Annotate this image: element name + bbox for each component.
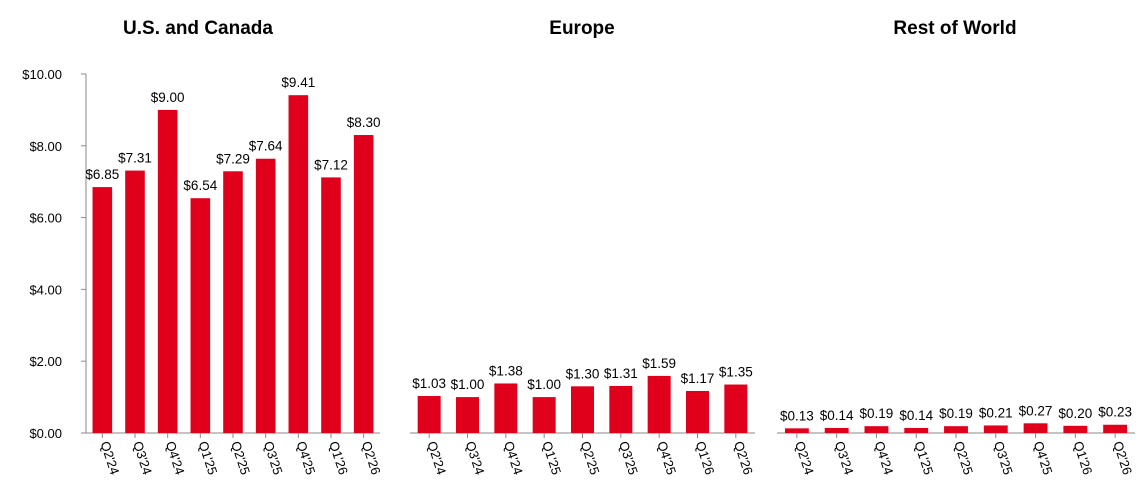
data-label: $8.30: [347, 115, 381, 130]
rest-of-world-bar-q2-24: [784, 428, 809, 433]
x-tick-label: Q3'24: [130, 439, 155, 476]
data-label: $0.27: [1019, 403, 1053, 418]
x-tick-label: Q2'26: [359, 439, 384, 476]
u-s-and-canada-bar-q4-25: [288, 95, 309, 433]
data-label: $1.59: [642, 356, 676, 371]
rest-of-world-bar-q3-24: [824, 427, 849, 433]
data-label: $1.38: [489, 363, 523, 378]
rest-of-world-bar-q4-25: [1023, 423, 1048, 433]
data-label: $6.54: [183, 178, 217, 193]
x-tick-label: Q2'26: [731, 439, 756, 476]
data-label: $0.20: [1058, 406, 1092, 421]
panel-title-rest-of-world: Rest of World: [893, 18, 1017, 39]
y-tick-label: $0.00: [29, 426, 62, 441]
data-label: $0.19: [939, 406, 973, 421]
u-s-and-canada-bar-q3-25: [255, 158, 276, 433]
u-s-and-canada-bar-q1-25: [190, 198, 211, 433]
x-tick-label: Q1'26: [1070, 439, 1095, 476]
data-label: $1.00: [527, 377, 561, 392]
y-tick-label: $4.00: [29, 282, 62, 297]
data-label: $7.12: [314, 157, 348, 172]
u-s-and-canada-bar-q2-24: [92, 187, 113, 433]
rest-of-world-bar-q1-26: [1063, 425, 1088, 433]
u-s-and-canada-bar-q2-26: [353, 135, 374, 433]
x-tick-label: Q3'25: [991, 439, 1016, 476]
rest-of-world-bar-q4-24: [864, 426, 889, 433]
x-tick-label: Q2'25: [578, 439, 603, 476]
u-s-and-canada-bar-q1-26: [321, 177, 341, 433]
x-tick-label: Q1'25: [195, 439, 220, 476]
y-tick-label: $2.00: [29, 354, 62, 369]
y-tick-label: $8.00: [29, 139, 62, 154]
y-tick-label: $10.00: [22, 67, 62, 82]
data-label: $1.35: [719, 365, 753, 380]
europe-bar-q2-26: [724, 384, 748, 433]
x-tick-label: Q2'24: [792, 439, 817, 476]
data-label: $0.14: [820, 408, 854, 423]
x-tick-label: Q3'24: [832, 439, 857, 476]
data-label: $7.64: [249, 139, 283, 154]
x-tick-label: Q2'26: [1110, 439, 1135, 476]
data-label: $0.23: [1098, 405, 1132, 420]
europe-bar-q4-24: [494, 383, 518, 433]
x-tick-label: Q4'24: [163, 439, 188, 476]
x-tick-label: Q4'25: [1031, 439, 1056, 476]
x-tick-label: Q2'24: [97, 439, 122, 476]
data-label: $1.17: [681, 371, 715, 386]
data-label: $0.13: [780, 408, 814, 423]
europe-bar-q2-25: [571, 386, 594, 433]
data-label: $7.29: [216, 151, 250, 166]
panel-title-europe: Europe: [549, 18, 615, 39]
europe-bar-q3-24: [456, 397, 479, 433]
data-label: $9.41: [281, 75, 315, 90]
x-tick-label: Q3'24: [463, 439, 488, 476]
europe-bar-q3-25: [609, 385, 633, 433]
data-label: $0.19: [860, 406, 894, 421]
panel-title-us-canada: U.S. and Canada: [123, 18, 273, 39]
data-label: $0.21: [979, 405, 1013, 420]
rest-of-world-bar-q3-25: [983, 425, 1008, 433]
u-s-and-canada-bar-q4-24: [157, 109, 178, 434]
x-tick-label: Q4'25: [293, 439, 318, 476]
data-label: $1.30: [566, 366, 600, 381]
data-label: $6.85: [85, 167, 119, 182]
data-label: $9.00: [151, 90, 185, 105]
x-tick-label: Q1'25: [911, 439, 936, 476]
x-tick-label: Q2'25: [228, 439, 253, 476]
x-tick-label: Q4'24: [501, 439, 526, 476]
data-label: $1.03: [412, 376, 446, 391]
europe-bar-q4-25: [647, 375, 671, 433]
u-s-and-canada-bar-q3-24: [125, 170, 145, 434]
u-s-and-canada-bar-q2-25: [223, 171, 243, 433]
europe-bar-q1-25: [532, 397, 556, 433]
x-tick-label: Q3'25: [616, 439, 641, 476]
rest-of-world-bar-q1-25: [904, 427, 929, 433]
x-tick-label: Q4'24: [872, 439, 897, 476]
x-tick-label: Q4'25: [654, 439, 679, 476]
rest-of-world-bar-q2-26: [1103, 424, 1128, 433]
data-label: $0.14: [899, 408, 933, 423]
y-tick-label: $6.00: [29, 211, 62, 226]
europe-bar-q2-24: [417, 396, 441, 433]
x-tick-label: Q1'26: [693, 439, 718, 476]
rest-of-world-bar-q2-25: [944, 426, 968, 433]
x-tick-label: Q3'25: [261, 439, 286, 476]
europe-bar-q1-26: [686, 390, 709, 433]
x-tick-label: Q2'24: [424, 439, 449, 476]
data-label: $7.31: [118, 151, 152, 166]
x-tick-label: Q1'25: [539, 439, 564, 476]
data-label: $1.31: [604, 366, 638, 381]
x-tick-label: Q1'26: [326, 439, 351, 476]
x-tick-label: Q2'25: [951, 439, 976, 476]
data-label: $1.00: [451, 377, 485, 392]
